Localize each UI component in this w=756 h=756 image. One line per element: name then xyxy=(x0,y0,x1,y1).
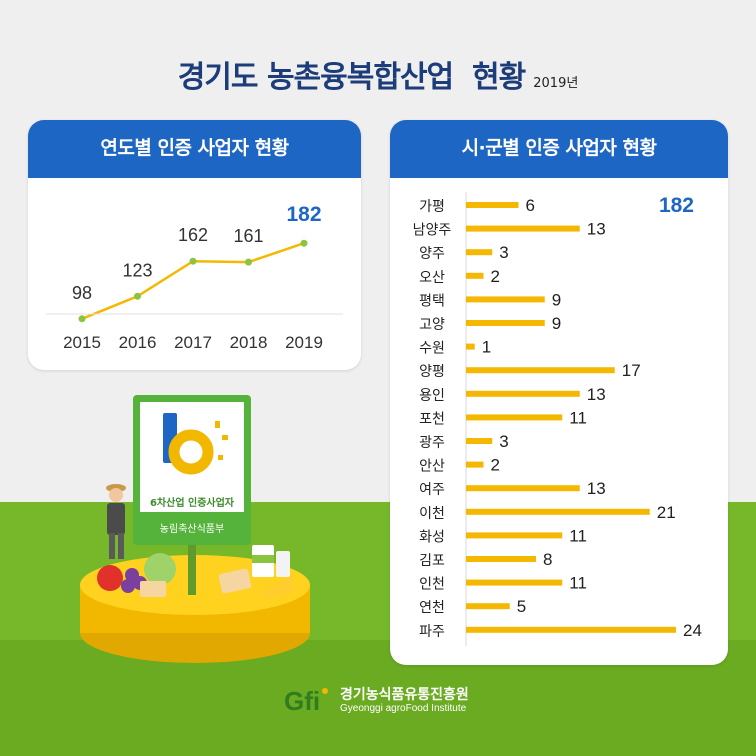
yearly-value-label: 162 xyxy=(178,225,208,245)
city-bar xyxy=(466,272,484,279)
yearly-x-tick-label: 2019 xyxy=(285,333,323,352)
city-bar xyxy=(466,556,536,562)
yearly-point-2017 xyxy=(189,257,197,265)
city-value-label: 17 xyxy=(622,361,641,380)
city-bar xyxy=(466,320,545,326)
city-label: 평택 xyxy=(419,293,445,309)
city-bar xyxy=(466,461,484,468)
gfi-logo-mark: Gfi xyxy=(284,686,320,716)
city-value-label: 2 xyxy=(491,456,500,475)
city-label: 양평 xyxy=(419,364,445,380)
badge-inner xyxy=(140,402,244,512)
title-text: 경기도 농촌융복합산업 현황 xyxy=(177,60,527,95)
yearly-point-2018 xyxy=(245,258,252,266)
city-bar xyxy=(466,508,650,515)
city-label: 화성 xyxy=(419,529,445,545)
produce-basket-icon xyxy=(97,553,176,597)
city-bar xyxy=(466,603,510,610)
city-label: 용인 xyxy=(419,388,445,404)
city-bar xyxy=(466,579,563,586)
city-value-label: 13 xyxy=(587,220,606,239)
institute-name-en: Gyeonggi agroFood Institute xyxy=(340,703,467,714)
yearly-value-label: 123 xyxy=(122,260,152,280)
city-bar xyxy=(466,438,493,444)
city-label: 양주 xyxy=(419,246,445,262)
yearly-x-tick-label: 2017 xyxy=(174,333,212,352)
city-bar-chart: 182 가평 6 남양주 13 양주 3 오산 2 평택 9 고양 9 수원 1 양평 17 용인 13 포천 11 광… xyxy=(413,192,702,646)
city-label: 오산 xyxy=(419,270,445,286)
city-value-label: 3 xyxy=(499,432,508,451)
city-label: 연천 xyxy=(419,600,445,616)
yearly-x-tick-label: 2018 xyxy=(230,333,268,352)
yearly-chart-card: 연도별 인증 사업자 현황 98 2015 123 2016 162 2017 161 201… xyxy=(28,120,361,370)
city-value-label: 11 xyxy=(569,526,587,545)
b-logo-icon xyxy=(163,413,228,475)
city-bar xyxy=(466,390,580,397)
city-bar xyxy=(466,414,563,421)
city-bar xyxy=(466,202,519,208)
city-value-label: 13 xyxy=(587,479,606,498)
city-label: 남양주 xyxy=(413,223,452,239)
city-bar xyxy=(466,343,475,350)
city-bar xyxy=(466,626,676,633)
city-label: 수원 xyxy=(419,341,445,357)
city-bar xyxy=(466,225,580,232)
badge-cert-text: 6차산업 인증사업자 xyxy=(150,496,235,509)
yearly-series-line xyxy=(81,242,305,320)
city-value-label: 8 xyxy=(543,550,552,569)
yearly-chart-header: 연도별 인증 사업자 현황 xyxy=(28,120,361,178)
city-value-label: 3 xyxy=(499,243,508,262)
city-label: 고양 xyxy=(419,317,445,333)
yearly-x-tick-label: 2016 xyxy=(119,333,157,352)
city-value-label: 6 xyxy=(526,196,535,215)
city-label: 여주 xyxy=(419,482,445,498)
city-value-label: 21 xyxy=(657,503,676,522)
city-bar xyxy=(466,367,615,374)
city-bar xyxy=(466,485,580,492)
processed-food-icon xyxy=(218,545,294,599)
city-label: 이천 xyxy=(419,506,445,522)
yearly-value-label: 98 xyxy=(72,283,92,303)
city-label: 가평 xyxy=(419,199,445,215)
city-value-label: 9 xyxy=(552,314,561,333)
city-bar xyxy=(466,249,493,256)
institute-name-ko: 경기농식품유통진흥원 xyxy=(340,687,469,703)
city-label: 안산 xyxy=(419,459,445,475)
page-title: 경기도 농촌융복합산업 현황 2019년 xyxy=(0,52,756,96)
city-chart-card: 시·군별 인증 사업자 현황 182 가평 6 남양주 13 양주 3 오산 2 평택 9 고양 9 수… xyxy=(390,120,728,665)
sign-post xyxy=(188,535,196,595)
yearly-line-chart: 98 2015 123 2016 162 2017 161 2018 182 2019 xyxy=(46,203,343,352)
podium-illustration: 6차산업 인증사업자 농림축산식품부 xyxy=(80,395,310,663)
year-note: 2019년 xyxy=(533,76,579,91)
city-label: 김포 xyxy=(419,553,445,569)
city-value-label: 1 xyxy=(482,338,491,357)
yearly-point-2019 xyxy=(300,239,308,247)
city-value-label: 9 xyxy=(552,290,561,309)
city-chart-header: 시·군별 인증 사업자 현황 xyxy=(390,120,728,178)
city-value-label: 5 xyxy=(517,597,526,616)
yearly-value-label: 182 xyxy=(286,203,321,226)
badge-ministry-text: 농림축산식품부 xyxy=(160,523,224,535)
city-value-label: 13 xyxy=(587,385,606,404)
city-total-label: 182 xyxy=(659,194,694,217)
farmer-figure xyxy=(106,484,126,559)
city-label: 포천 xyxy=(419,411,445,427)
city-value-label: 2 xyxy=(491,267,500,286)
city-value-label: 11 xyxy=(569,574,587,593)
yearly-x-tick-label: 2015 xyxy=(63,333,101,352)
city-value-label: 11 xyxy=(569,408,587,427)
city-label: 인천 xyxy=(419,577,445,593)
yearly-point-2015 xyxy=(78,315,86,323)
gfi-logo-icon: Gfi xyxy=(284,686,328,716)
city-label: 광주 xyxy=(419,435,445,451)
city-bar xyxy=(466,532,563,539)
yearly-value-label: 161 xyxy=(233,226,263,246)
yearly-point-2016 xyxy=(134,292,141,300)
city-bar xyxy=(466,296,545,303)
city-label: 파주 xyxy=(419,624,445,640)
city-value-label: 24 xyxy=(683,621,702,640)
